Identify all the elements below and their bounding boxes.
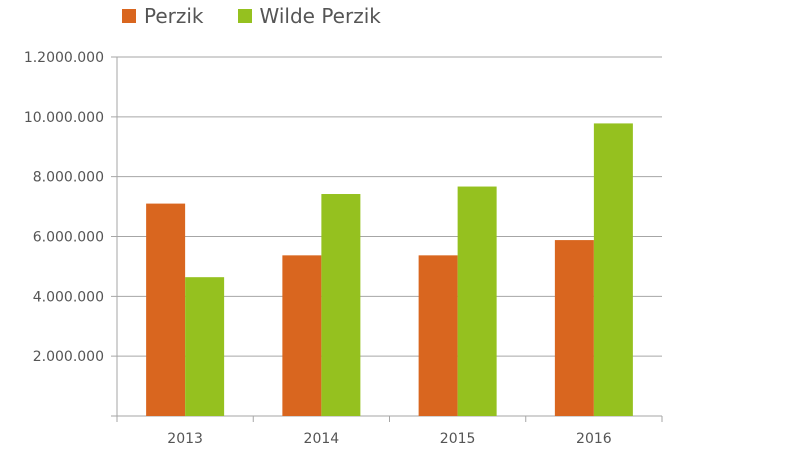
bar-wilde-perzik-2014 [321,194,361,416]
legend-item-perzik: Perzik [122,4,204,28]
legend-label-perzik: Perzik [144,4,204,28]
legend-label-wilde-perzik: Wilde Perzik [259,4,381,28]
y-tick-label: 10.000.000 [24,110,104,126]
bar-wilde-perzik-2015 [457,186,497,416]
y-tick-label: 8.000.000 [33,170,104,186]
bar-perzik-2015 [418,255,458,416]
y-tick-label: 2.000.000 [33,349,104,365]
legend-swatch-wilde-perzik [237,9,252,23]
bar-perzik-2013 [146,203,186,416]
y-tick-label: 6.000.000 [33,230,104,246]
x-tick-label: 2013 [167,431,203,447]
x-tick-label: 2014 [304,431,340,447]
legend: Perzik Wilde Perzik [122,4,415,28]
y-tick-label: 4.000.000 [33,289,104,305]
bar-wilde-perzik-2013 [185,277,225,416]
legend-swatch-perzik [122,9,136,23]
bar-perzik-2014 [282,255,322,416]
bar-wilde-perzik-2016 [593,123,633,416]
bar-perzik-2016 [554,240,594,416]
x-tick-label: 2015 [440,431,476,447]
y-tick-label: 1.2000.000 [24,50,104,66]
legend-item-wilde-perzik: Wilde Perzik [237,4,381,28]
x-tick-label: 2016 [576,431,612,447]
